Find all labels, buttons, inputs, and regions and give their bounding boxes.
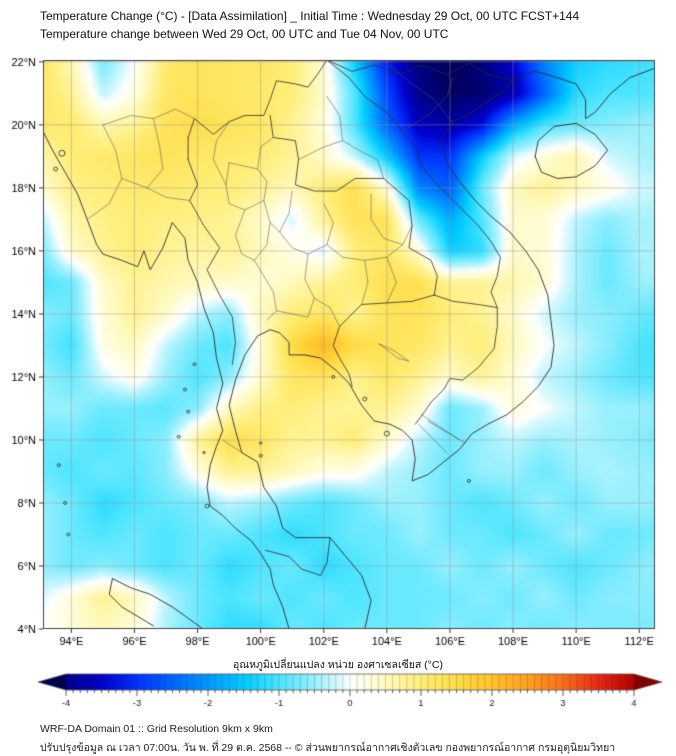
chart-subtitle: Temperature change between Wed 29 Oct, 0… (40, 27, 449, 41)
chart-title: Temperature Change (°C) - [Data Assimila… (40, 9, 580, 23)
footer-domain-info: WRF-DA Domain 01 :: Grid Resolution 9km … (40, 723, 273, 735)
footer-update-info: ปรับปรุงข้อมูล ณ เวลา 07:00น. วัน พ. ที่… (40, 742, 616, 754)
colorbar-label: อุณหภูมิเปลี่ยนแปลง หน่วย องศาเซลเซียส (… (233, 659, 443, 671)
